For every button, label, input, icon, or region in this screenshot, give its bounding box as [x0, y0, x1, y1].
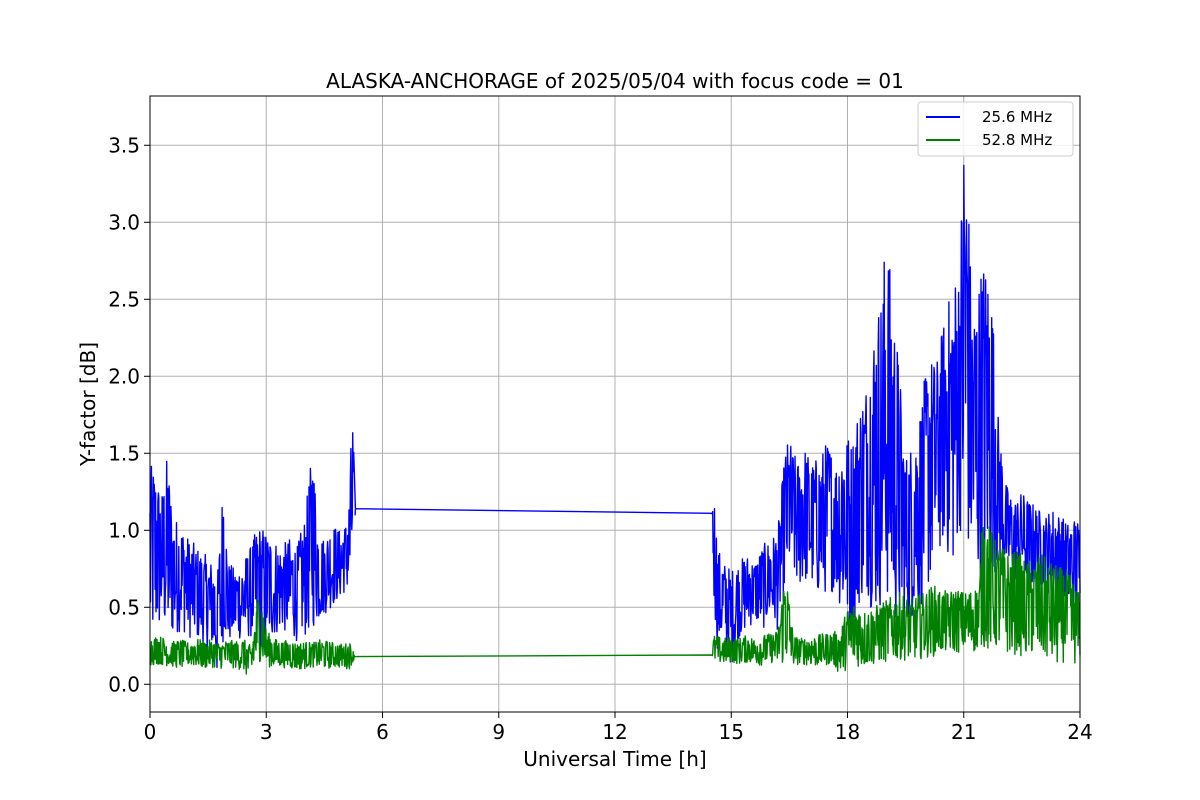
x-tick-label: 24 — [1067, 720, 1092, 744]
x-tick-label: 6 — [376, 720, 389, 744]
x-tick-label: 9 — [492, 720, 505, 744]
series-line-25-6-mhz — [149, 164, 1081, 669]
y-tick-label: 2.5 — [108, 287, 140, 311]
legend-label-25-6: 25.6 MHz — [982, 108, 1052, 126]
x-tick-label: 12 — [602, 720, 627, 744]
y-tick-label: 1.5 — [108, 441, 140, 465]
plot-area — [149, 164, 1081, 675]
y-tick-label: 2.0 — [108, 364, 140, 388]
y-tick-label: 0.0 — [108, 672, 140, 696]
legend: 25.6 MHz 52.8 MHz — [917, 101, 1074, 157]
y-tick-label: 1.0 — [108, 518, 140, 542]
x-tick-label: 18 — [835, 720, 860, 744]
x-tick-label: 3 — [260, 720, 273, 744]
x-tick-label: 0 — [144, 720, 157, 744]
chart-title: ALASKA-ANCHORAGE of 2025/05/04 with focu… — [326, 69, 904, 93]
y-axis-label: Y-factor [dB] — [76, 342, 100, 467]
y-tick-label: 3.0 — [108, 210, 140, 234]
x-tick-label: 21 — [951, 720, 976, 744]
y-tick-label: 3.5 — [108, 133, 140, 157]
x-axis-label: Universal Time [h] — [523, 747, 706, 771]
legend-label-52-8: 52.8 MHz — [982, 131, 1052, 149]
y-tick-label: 0.5 — [108, 595, 140, 619]
series-line-52-8-mhz — [149, 526, 1081, 675]
x-axis: 0 3 6 9 12 15 18 21 24 — [144, 712, 1093, 744]
y-axis: 0.0 0.5 1.0 1.5 2.0 2.5 3.0 3.5 — [108, 133, 150, 696]
legend-box — [917, 101, 1074, 157]
x-tick-label: 15 — [719, 720, 744, 744]
